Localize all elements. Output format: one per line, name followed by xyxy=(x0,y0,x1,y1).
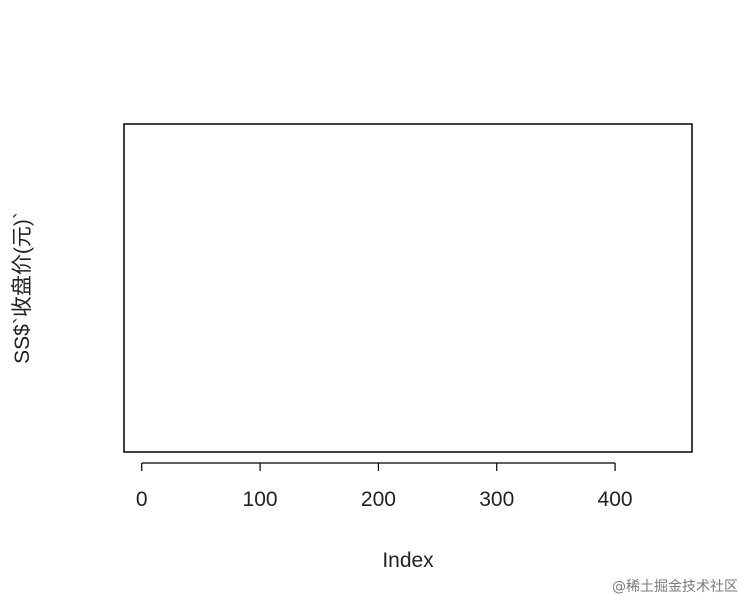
x-tick-label: 200 xyxy=(361,488,396,511)
plot-frame xyxy=(123,123,693,453)
x-tick-label: 0 xyxy=(136,488,148,511)
x-tick-label: 300 xyxy=(479,488,514,511)
axes: 0100200300400360036503700 xyxy=(136,462,633,511)
x-axis-title: Index xyxy=(382,549,434,572)
y-axis-title: SS$`收盘价(元)` xyxy=(11,212,34,364)
watermark: @稀土掘金技术社区 xyxy=(612,579,738,595)
x-tick-label: 400 xyxy=(598,488,633,511)
x-tick-label: 100 xyxy=(243,488,278,511)
